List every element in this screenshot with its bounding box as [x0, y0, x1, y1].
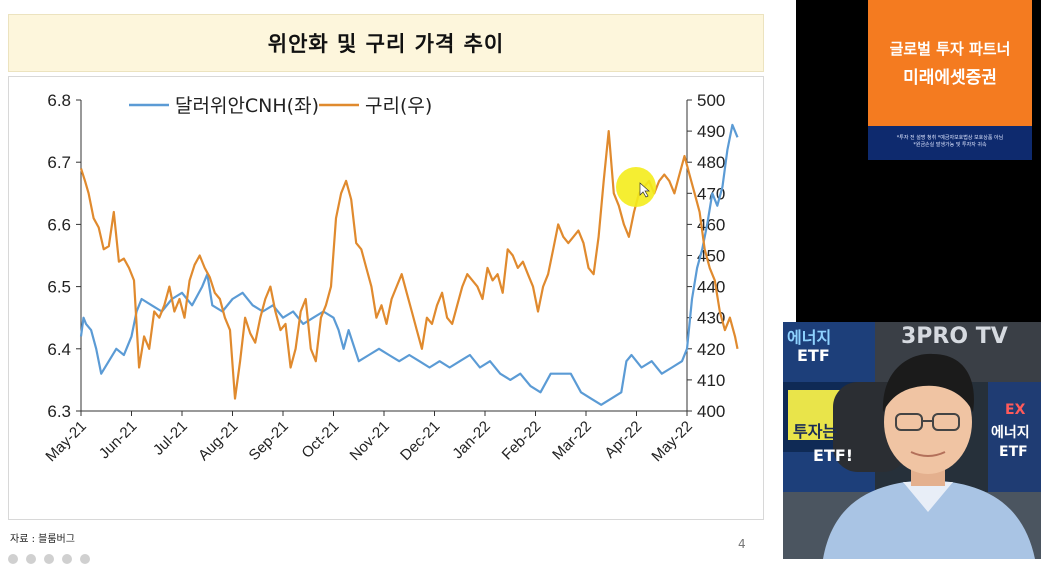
y-right-tick-label: 500 [697, 91, 725, 110]
x-tick-label: Jan-22 [449, 418, 493, 462]
series-line-cnh [79, 123, 739, 406]
x-tick-label: Oct-21 [298, 418, 342, 462]
presenter-video [783, 322, 1041, 559]
legend-label: 구리(우) [365, 95, 432, 117]
channel-logo: 3PRO TV [901, 324, 1008, 349]
sponsor-name: 미래에셋증권 [903, 68, 997, 88]
disclaimer-line: *투자 전 설명 청취 *예금자보호법상 보호상품 아님 [896, 135, 1004, 141]
y-right-tick-label: 480 [697, 153, 725, 172]
y-left-tick-label: 6.5 [47, 278, 71, 297]
cursor-highlight [616, 167, 656, 207]
control-dot-icon[interactable] [62, 554, 72, 564]
y-right-tick-label: 440 [697, 278, 725, 297]
control-dot-icon[interactable] [80, 554, 90, 564]
line-chart: 6.36.46.56.66.76.84004104204304404504604… [42, 91, 739, 465]
x-tick-label: Jul-21 [150, 418, 191, 459]
y-left-tick-label: 6.8 [47, 91, 71, 110]
x-tick-label: May-21 [42, 418, 89, 465]
chart-frame: 6.3 6.4 6.5 6.6 6.7 6.8 400 410 420 430 440 450 460 4… [8, 76, 764, 520]
x-tick-label: Jun-21 [96, 418, 140, 462]
banner-text: ETF [797, 346, 830, 365]
control-dot-icon[interactable] [8, 554, 18, 564]
x-tick-label: Nov-21 [347, 418, 393, 464]
control-dot-icon[interactable] [44, 554, 54, 564]
legend-label: 달러위안CNH(좌) [175, 95, 319, 117]
x-tick-label: Apr-22 [601, 418, 645, 462]
y-left-tick-label: 6.3 [47, 402, 71, 421]
x-tick-label: Aug-21 [195, 418, 241, 464]
banner-text: ETF [999, 444, 1028, 460]
sponsor-disclaimer: *투자 전 설명 청취 *예금자보호법상 보호상품 아님 *원금손실 발생가능 … [868, 126, 1032, 160]
disclaimer-line: *원금손실 발생가능 및 투자자 귀속 [913, 142, 987, 148]
x-tick-label: Mar-22 [549, 418, 595, 464]
banner-text: 에너지 [991, 425, 1030, 441]
y-right-tick-label: 490 [697, 122, 725, 141]
banner-text: ETF! [813, 446, 854, 465]
x-tick-label: Feb-22 [499, 418, 545, 464]
sponsor-tagline: 글로벌 투자 파트너 [889, 40, 1011, 58]
player-controls [0, 549, 200, 564]
control-dot-icon[interactable] [26, 554, 36, 564]
webcam-feed: 에너지 ETF 투자는 ETF! 3PRO TV EX 에너지 ETF [783, 322, 1041, 559]
banner-text: 에너지 [787, 328, 832, 347]
y-right-tick-label: 400 [697, 402, 725, 421]
presentation-slide: 위안화 및 구리 가격 추이 6.3 6.4 6.5 6.6 6.7 6.8 400 410 4… [0, 14, 764, 564]
y-left-tick-label: 6.4 [47, 340, 71, 359]
slide-title: 위안화 및 구리 가격 추이 [267, 32, 505, 56]
pointer-icon [639, 182, 650, 198]
banner-text: EX [1005, 402, 1026, 418]
y-right-tick-label: 460 [697, 215, 725, 234]
y-right-tick-label: 410 [697, 371, 725, 390]
banner-text: 투자는 [793, 422, 838, 441]
sponsor-card: 글로벌 투자 파트너 미래에셋증권 *투자 전 설명 청취 *예금자보호법상 보… [868, 0, 1032, 160]
y-left-tick-label: 6.7 [47, 153, 71, 172]
series-line-copper [79, 130, 739, 400]
title-bar: 위안화 및 구리 가격 추이 [8, 14, 764, 72]
x-tick-label: May-22 [648, 418, 695, 465]
y-right-tick-label: 420 [697, 340, 725, 359]
x-tick-label: Dec-21 [397, 418, 443, 464]
page-number: 4 [738, 537, 746, 551]
source-note: 자료 : 블룸버그 [10, 534, 75, 545]
y-left-tick-label: 6.6 [47, 215, 71, 234]
y-right-tick-label: 430 [697, 309, 725, 328]
x-tick-label: Sep-21 [246, 418, 292, 464]
